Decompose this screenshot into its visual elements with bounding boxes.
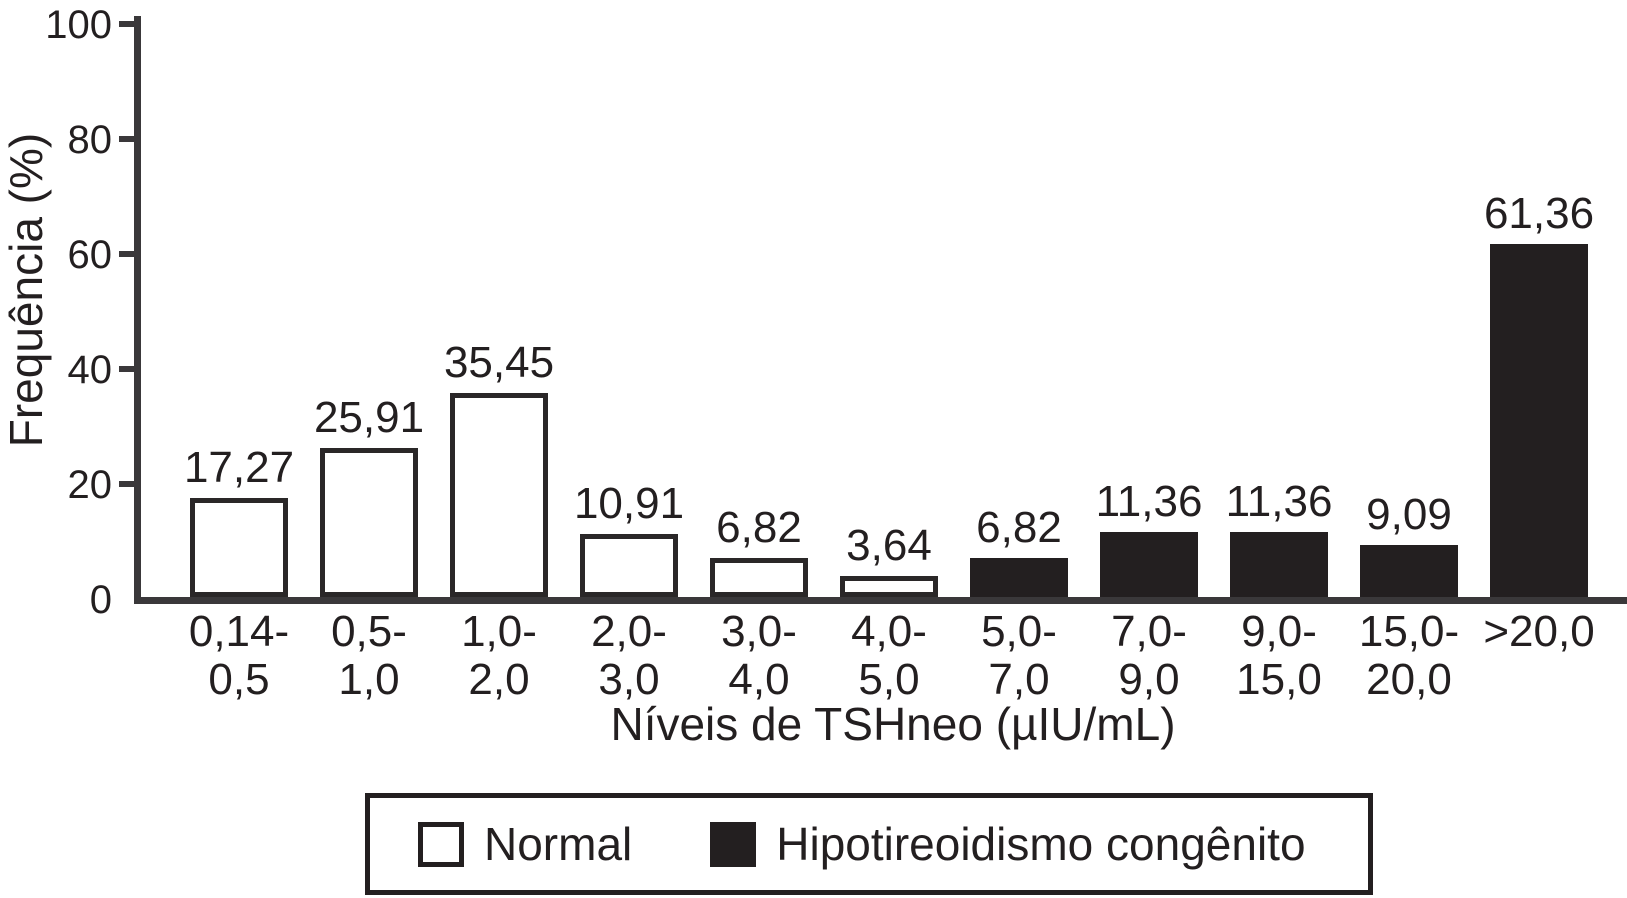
x-tick-label: 5,0- 7,0	[981, 607, 1057, 704]
bar	[710, 558, 808, 597]
legend: Normal Hipotireoidismo congênito	[365, 793, 1373, 895]
bar	[320, 448, 418, 597]
bar-value-label: 6,82	[716, 503, 802, 552]
x-tick-label: 15,0- 20,0	[1358, 607, 1460, 704]
y-tick	[119, 366, 135, 372]
x-tick-label: 7,0- 9,0	[1111, 607, 1187, 704]
bar-value-label: 9,09	[1366, 490, 1452, 539]
y-axis-line	[134, 16, 141, 603]
y-tick	[119, 251, 135, 257]
legend-label: Hipotireoidismo congênito	[776, 818, 1306, 870]
bar-value-label: 35,45	[443, 338, 555, 387]
x-tick-label: 3,0- 4,0	[721, 607, 797, 704]
legend-item: Hipotireoidismo congênito	[710, 818, 1306, 870]
bar-value-label: 17,27	[183, 443, 295, 492]
y-tick-label: 20	[67, 463, 113, 507]
x-tick-label: 1,0- 2,0	[461, 607, 537, 704]
y-tick-label: 40	[67, 348, 113, 392]
y-tick	[119, 481, 135, 487]
bar	[1230, 532, 1328, 597]
legend-item: Normal	[418, 819, 632, 869]
bar	[970, 558, 1068, 597]
y-tick	[119, 21, 135, 27]
y-tick-label: 60	[67, 233, 113, 277]
bar	[1100, 532, 1198, 597]
bar	[1360, 545, 1458, 597]
bar	[450, 393, 548, 597]
bar-value-label: 61,36	[1483, 189, 1595, 238]
bar-value-label: 3,64	[846, 521, 932, 570]
x-tick-label: 4,0- 5,0	[851, 607, 927, 704]
y-tick-label: 80	[67, 118, 113, 162]
legend-label: Normal	[484, 818, 633, 870]
legend-swatch-normal	[418, 821, 464, 867]
x-tick-label: 0,14- 0,5	[188, 607, 290, 704]
bar	[840, 576, 938, 597]
x-tick-label: >20,0	[1483, 607, 1595, 656]
legend-swatch-hipotireoidismo-congenito	[710, 821, 757, 867]
x-tick-label: 0,5- 1,0	[331, 607, 407, 704]
x-tick-label: 9,0- 15,0	[1236, 607, 1322, 704]
bar-value-label: 11,36	[1225, 477, 1333, 526]
bar-value-label: 25,91	[313, 393, 425, 442]
x-axis-title: Níveis de TSHneo (µIU/mL)	[610, 698, 1176, 750]
y-tick-label: 0	[89, 578, 112, 622]
bar-value-label: 10,91	[573, 479, 685, 528]
x-tick-label: 2,0- 3,0	[591, 607, 667, 704]
bar	[190, 498, 288, 597]
bar-value-label: 11,36	[1095, 477, 1203, 526]
y-tick-label: 100	[45, 3, 112, 47]
bar	[1490, 244, 1588, 597]
bar-value-label: 6,82	[976, 503, 1062, 552]
y-tick	[119, 136, 135, 142]
x-axis-line	[134, 597, 1627, 604]
bar	[580, 534, 678, 597]
